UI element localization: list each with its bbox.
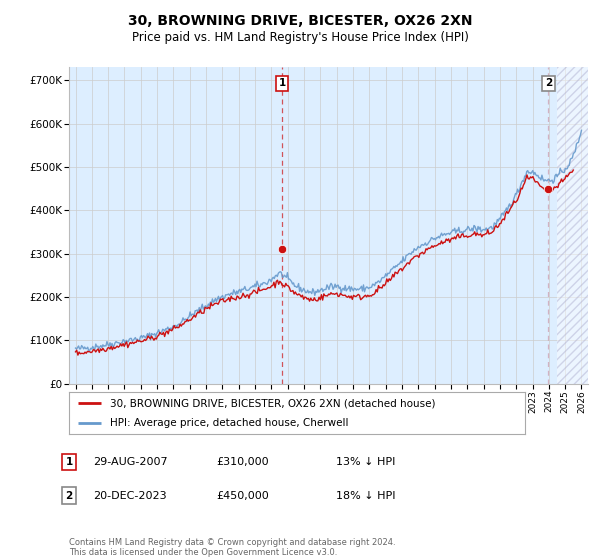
Text: 1: 1 <box>65 457 73 467</box>
Text: 13% ↓ HPI: 13% ↓ HPI <box>336 457 395 467</box>
Text: HPI: Average price, detached house, Cherwell: HPI: Average price, detached house, Cher… <box>110 418 349 428</box>
Text: 30, BROWNING DRIVE, BICESTER, OX26 2XN: 30, BROWNING DRIVE, BICESTER, OX26 2XN <box>128 14 472 28</box>
Text: 20-DEC-2023: 20-DEC-2023 <box>93 491 167 501</box>
Text: 18% ↓ HPI: 18% ↓ HPI <box>336 491 395 501</box>
Text: £310,000: £310,000 <box>216 457 269 467</box>
Text: Contains HM Land Registry data © Crown copyright and database right 2024.
This d: Contains HM Land Registry data © Crown c… <box>69 538 395 557</box>
Text: 2: 2 <box>545 78 552 88</box>
Text: 2: 2 <box>65 491 73 501</box>
Text: 29-AUG-2007: 29-AUG-2007 <box>93 457 167 467</box>
Text: 1: 1 <box>278 78 286 88</box>
Text: £450,000: £450,000 <box>216 491 269 501</box>
Bar <box>557 67 588 384</box>
Text: Price paid vs. HM Land Registry's House Price Index (HPI): Price paid vs. HM Land Registry's House … <box>131 31 469 44</box>
Text: 30, BROWNING DRIVE, BICESTER, OX26 2XN (detached house): 30, BROWNING DRIVE, BICESTER, OX26 2XN (… <box>110 398 436 408</box>
